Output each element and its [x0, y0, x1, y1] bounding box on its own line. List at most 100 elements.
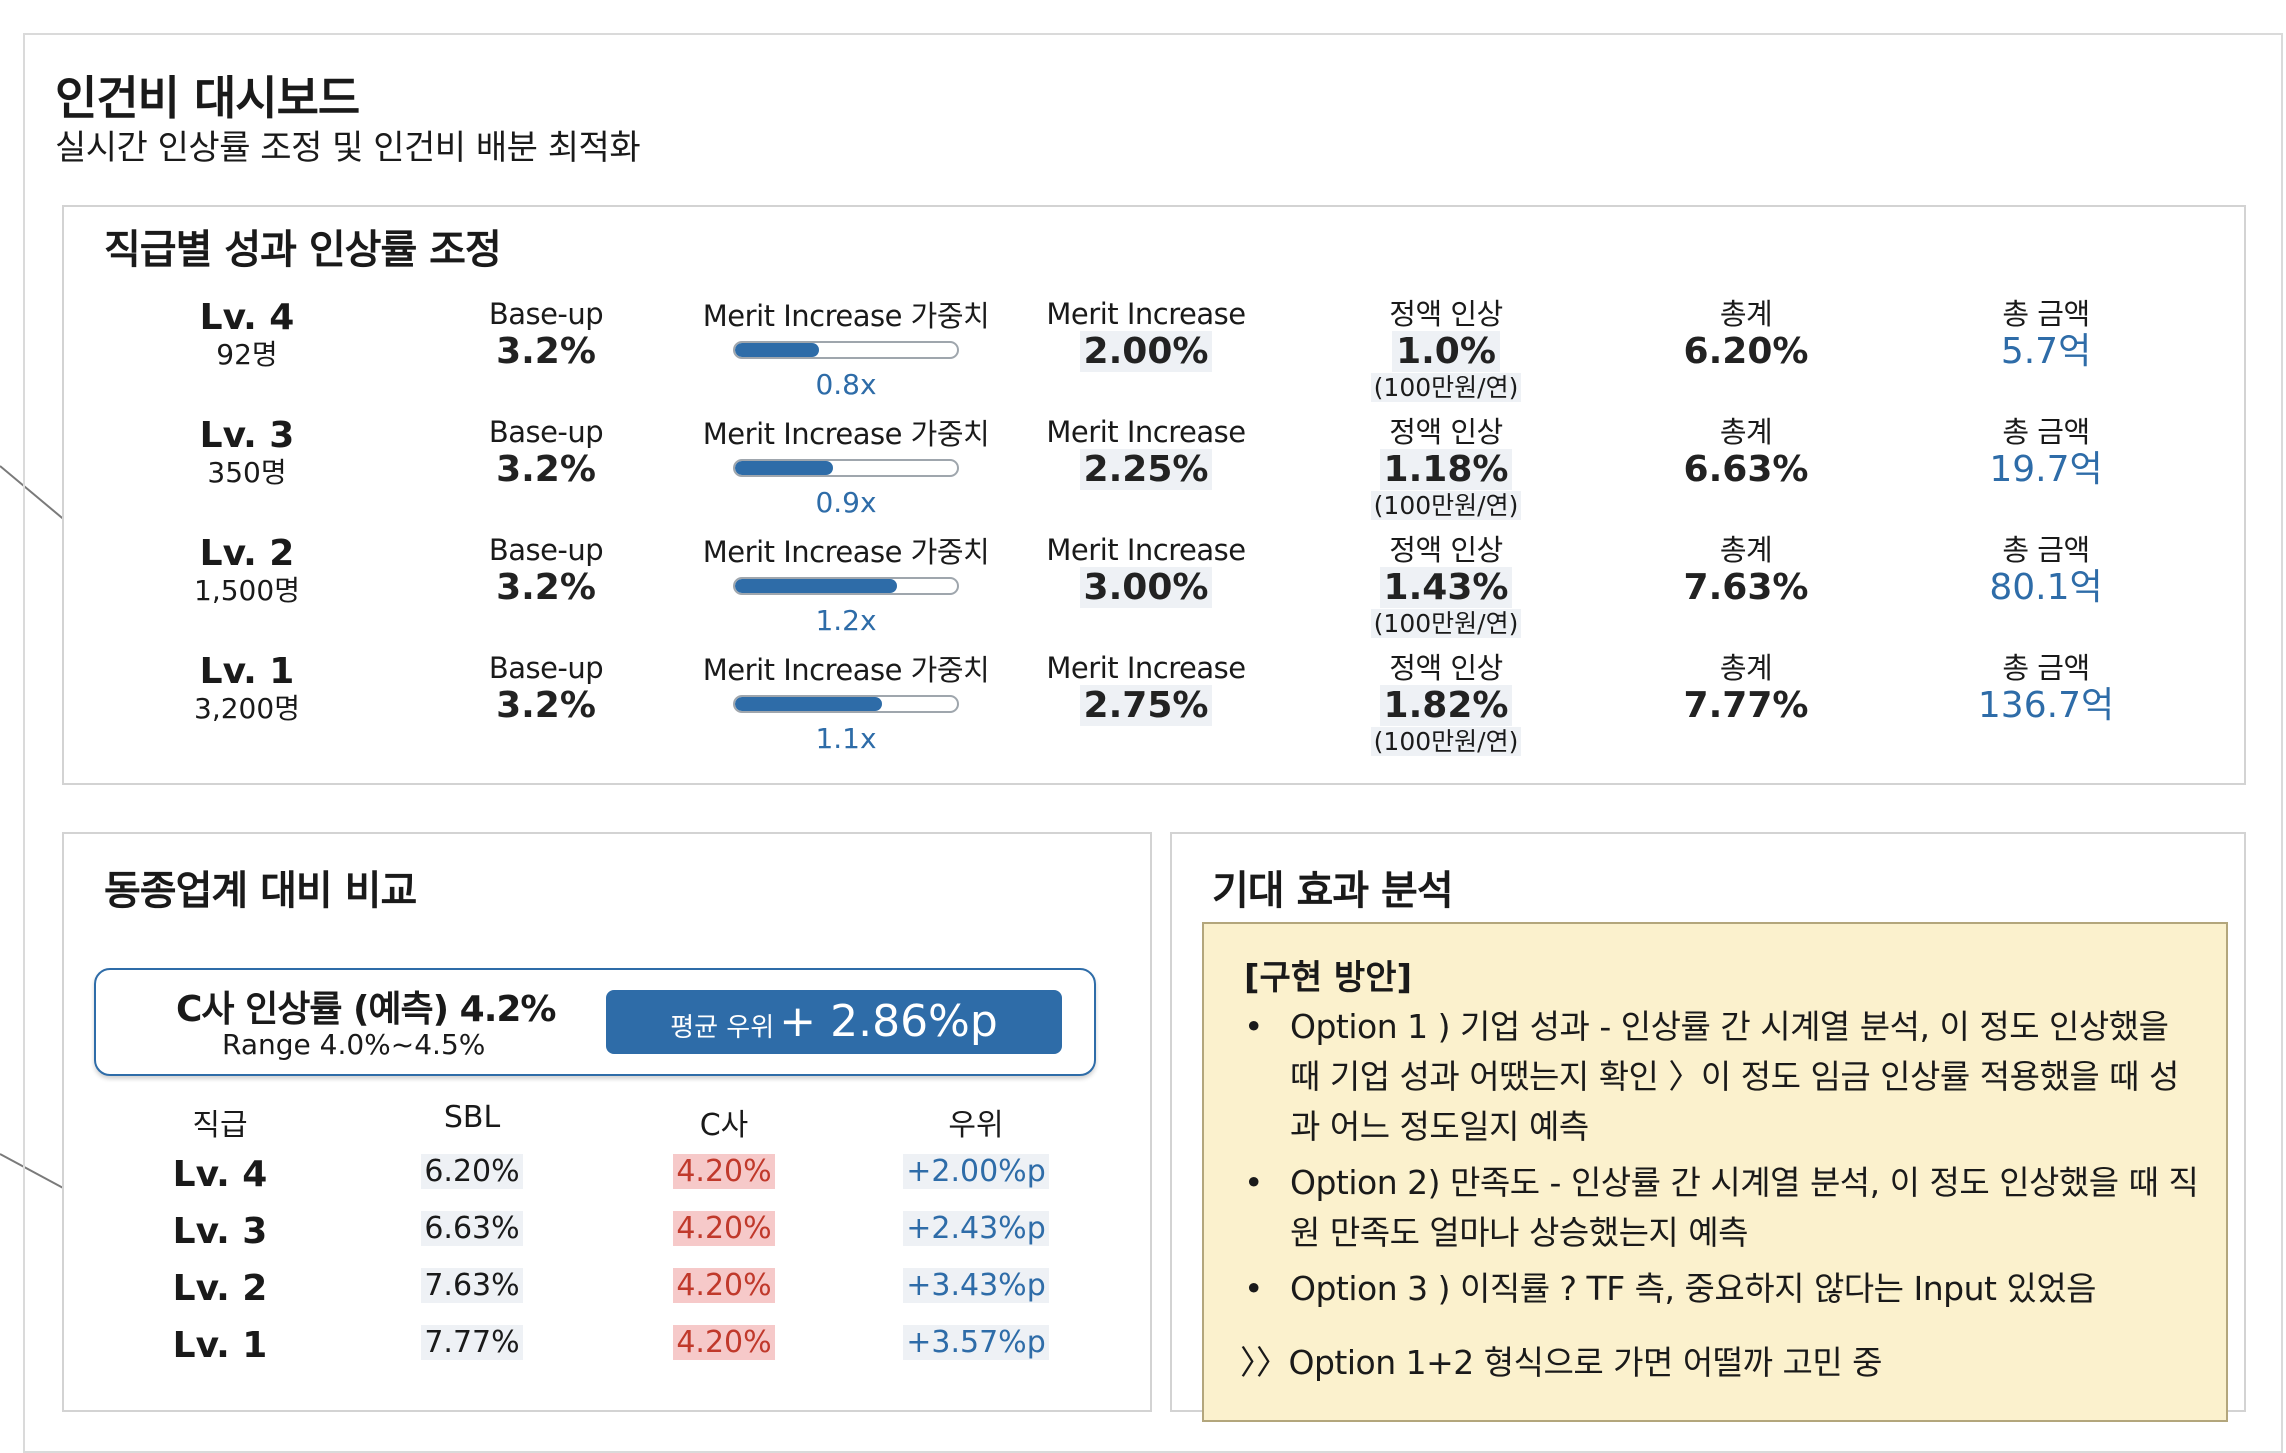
peer-advantage-cell-value: +3.57%p	[903, 1325, 1049, 1360]
base-up-label: Base-up	[488, 533, 604, 567]
peer-sbl-cell-value: 7.77%	[421, 1325, 523, 1360]
peer-sbl-cell-value: 6.20%	[421, 1154, 523, 1189]
merit-weight-slider-fill	[735, 579, 898, 593]
memo-heading: [구현 방안]	[1244, 958, 1413, 998]
merit-weight-slider-fill	[735, 461, 833, 475]
average-advantage-label: 평균 우위	[670, 1013, 775, 1043]
average-advantage-badge: 평균 우위 + 2.86%p	[606, 990, 1062, 1054]
grade-adjust-panel: 직급별 성과 인상률 조정 Lv. 4 92명 Base-up 3.2% Merit I…	[62, 205, 2246, 785]
base-up-cell: Base-up 3.2%	[396, 415, 696, 491]
grade-headcount: 92명	[216, 338, 278, 371]
merit-increase-cell: Merit Increase 2.75%	[986, 651, 1306, 727]
base-up-cell: Base-up 3.2%	[396, 533, 696, 609]
merit-increase-cell: Merit Increase 2.00%	[986, 297, 1306, 373]
fixed-raise-label: 정액 인상	[1389, 533, 1503, 567]
merit-weight-slider[interactable]	[733, 577, 959, 595]
merit-weight-slider[interactable]	[733, 695, 959, 713]
total-rate-value: 6.63%	[1683, 449, 1809, 490]
merit-increase-label: Merit Increase	[1046, 415, 1246, 449]
grade-row: Lv. 1 3,200명 Base-up 3.2% Merit Increase 가중치…	[64, 651, 2244, 769]
peer-advantage-cell-value: +2.43%p	[903, 1211, 1049, 1246]
peer-competitor-cell: 4.20%	[624, 1268, 824, 1303]
peer-header-competitor: C사	[699, 1108, 749, 1143]
grade-level: Lv. 1	[199, 651, 295, 692]
total-rate-value: 6.20%	[1683, 331, 1809, 372]
total-rate-label: 총계	[1719, 651, 1773, 685]
merit-weight-cell: Merit Increase 가중치 1.2x	[686, 533, 1006, 651]
merit-weight-slider[interactable]	[733, 459, 959, 477]
total-rate-label: 총계	[1719, 297, 1773, 331]
merit-weight-value: 0.8x	[815, 368, 877, 401]
merit-weight-value: 0.9x	[815, 486, 877, 519]
base-up-label: Base-up	[488, 415, 604, 449]
total-rate-label: 총계	[1719, 533, 1773, 567]
peer-advantage-cell: +2.43%p	[876, 1211, 1076, 1246]
grade-level-cell: Lv. 1 3,200명	[127, 651, 367, 725]
total-rate-label: 총계	[1719, 415, 1773, 449]
merit-weight-label: Merit Increase 가중치	[702, 417, 990, 451]
fixed-raise-value: 1.18%	[1379, 449, 1513, 490]
peer-grade-cell: Lv. 3	[172, 1211, 268, 1252]
peer-competitor-cell-value: 4.20%	[673, 1325, 775, 1360]
peer-grade-cell: Lv. 2	[172, 1268, 268, 1309]
grade-row: Lv. 4 92명 Base-up 3.2% Merit Increase 가중치 0.8…	[64, 297, 2244, 415]
peer-competitor-cell-value: 4.20%	[673, 1154, 775, 1189]
merit-weight-value: 1.1x	[815, 722, 877, 755]
peer-header-sbl: SBL	[443, 1100, 501, 1135]
peer-sbl-cell: 6.20%	[372, 1154, 572, 1189]
peer-advantage-cell-value: +2.00%p	[903, 1154, 1049, 1189]
implementation-memo: [구현 방안] • Option 1 ) 기업 성과 - 인상률 간 시계열 분석…	[1202, 922, 2228, 1422]
peer-sbl-cell: 7.63%	[372, 1268, 572, 1303]
merit-weight-label: Merit Increase 가중치	[702, 653, 990, 687]
grade-level-cell: Lv. 2 1,500명	[127, 533, 367, 607]
effect-analysis-title: 기대 효과 분석	[1212, 868, 1454, 914]
merit-increase-cell: Merit Increase 2.25%	[986, 415, 1306, 491]
total-amount-value: 5.7억	[2000, 331, 2092, 372]
fixed-raise-unit: (100만원/연)	[1370, 609, 1522, 638]
merit-weight-cell: Merit Increase 가중치 1.1x	[686, 651, 1006, 769]
grade-row: Lv. 3 350명 Base-up 3.2% Merit Increase 가중치 0.…	[64, 415, 2244, 533]
bullet-dot: •	[1244, 1163, 1263, 1202]
peer-competitor-cell: 4.20%	[624, 1211, 824, 1246]
merit-weight-slider[interactable]	[733, 341, 959, 359]
fixed-raise-unit: (100만원/연)	[1370, 727, 1522, 756]
fixed-raise-label: 정액 인상	[1389, 297, 1503, 331]
merit-weight-cell: Merit Increase 가중치 0.9x	[686, 415, 1006, 533]
dashboard-title: 인건비 대시보드	[55, 71, 360, 125]
peer-compare-title: 동종업계 대비 비교	[104, 868, 417, 914]
bullet-dot: •	[1244, 1007, 1263, 1046]
total-rate-cell: 총계 7.63%	[1596, 533, 1896, 609]
peer-competitor-cell: 4.20%	[624, 1325, 824, 1360]
fixed-raise-unit: (100만원/연)	[1370, 491, 1522, 520]
peer-compare-panel: 동종업계 대비 비교	[62, 832, 1152, 1412]
memo-bullet-text: Option 3 ) 이직률 ? TF 측, 중요하지 않다는 Input 있었…	[1290, 1269, 2097, 1308]
grade-level-cell: Lv. 3 350명	[127, 415, 367, 489]
peer-advantage-cell-value: +3.43%p	[903, 1268, 1049, 1303]
peer-advantage-cell: +3.43%p	[876, 1268, 1076, 1303]
peer-grade-cell: Lv. 1	[172, 1325, 268, 1366]
merit-weight-label: Merit Increase 가중치	[702, 535, 990, 569]
base-up-value: 3.2%	[496, 567, 596, 608]
peer-header-grade: 직급	[192, 1108, 248, 1143]
total-rate-value: 7.77%	[1683, 685, 1809, 726]
fixed-raise-unit: (100만원/연)	[1370, 373, 1522, 402]
fixed-raise-cell: 정액 인상 1.0% (100만원/연)	[1296, 297, 1596, 403]
peer-competitor-cell: 4.20%	[624, 1154, 824, 1189]
merit-weight-cell: Merit Increase 가중치 0.8x	[686, 297, 1006, 415]
competitor-summary-card: C사 인상률 (예측) 4.2% Range 4.0%~4.5% 평균 우위 +…	[94, 968, 1096, 1076]
grade-headcount: 350명	[207, 456, 287, 489]
base-up-value: 3.2%	[496, 449, 596, 490]
base-up-value: 3.2%	[496, 685, 596, 726]
memo-bullet: • Option 1 ) 기업 성과 - 인상률 간 시계열 분석, 이 정도 인…	[1244, 1002, 2204, 1152]
merit-weight-value: 1.2x	[815, 604, 877, 637]
fixed-raise-cell: 정액 인상 1.82% (100만원/연)	[1296, 651, 1596, 757]
base-up-label: Base-up	[488, 651, 604, 685]
peer-advantage-cell: +3.57%p	[876, 1325, 1076, 1360]
total-amount-label: 총 금액	[2002, 533, 2090, 567]
grade-headcount: 3,200명	[194, 692, 300, 725]
grade-adjust-title: 직급별 성과 인상률 조정	[104, 227, 502, 273]
fixed-raise-label: 정액 인상	[1389, 415, 1503, 449]
peer-header-advantage: 우위	[948, 1108, 1004, 1143]
merit-increase-value: 2.25%	[1079, 449, 1213, 490]
fixed-raise-value: 1.82%	[1379, 685, 1513, 726]
